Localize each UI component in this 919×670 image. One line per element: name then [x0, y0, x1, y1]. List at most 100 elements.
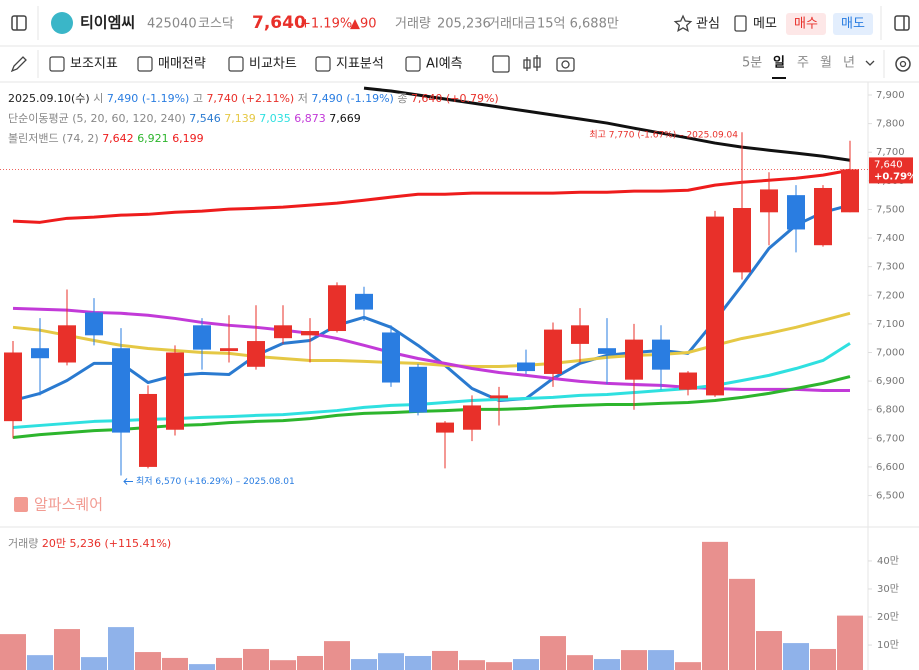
volume-info: 거래량 20만 5,236 (+115.41%) [8, 537, 171, 550]
tool-icon[interactable] [49, 56, 65, 72]
line-series [12, 306, 850, 393]
draw-tool[interactable] [10, 56, 27, 73]
period-button[interactable]: 월 [820, 56, 832, 71]
volume-bar [648, 650, 674, 670]
y-tick-label: 6,700 [876, 433, 905, 444]
candle-body [355, 293, 373, 310]
y-tick-label: 7,800 [876, 119, 905, 130]
memo-button[interactable]: 메모 [753, 17, 777, 32]
tool-icon[interactable] [137, 56, 153, 72]
volume-bar [459, 660, 485, 670]
layout-tool[interactable] [492, 55, 510, 73]
ma-value: 6,873 [294, 112, 326, 125]
ohlc-value: 7,740 [206, 92, 238, 105]
volume-bar [135, 652, 161, 670]
ohlc-value: 7,490 [107, 92, 139, 105]
volume-bar [756, 631, 782, 670]
volume-bar [432, 650, 458, 670]
low-annotation: 최저 6,570 (+16.29%) – 2025.08.01 [136, 476, 295, 487]
watch-button[interactable]: 관심 [696, 17, 720, 32]
tool-button[interactable]: 비교차트 [249, 57, 297, 72]
buy-button[interactable] [786, 13, 826, 35]
candle-body [814, 187, 832, 246]
period-button[interactable]: 5분 [742, 56, 762, 71]
tool-button[interactable]: 지표분석 [336, 57, 384, 72]
tool-button[interactable]: 매매전략 [158, 57, 206, 72]
tool-icon[interactable] [405, 56, 421, 72]
candle-body [31, 348, 49, 359]
volume-tick-label: 10만 [877, 639, 899, 651]
candle-body [787, 195, 805, 230]
market: 코스닥 [198, 17, 234, 32]
volume-bar [513, 659, 539, 670]
change-pct: +1.19% [300, 17, 352, 32]
line-series [12, 203, 851, 403]
y-tick-label: 7,500 [876, 204, 905, 215]
candle-body [760, 189, 778, 213]
candle-tool[interactable] [523, 55, 541, 71]
volume-bar [216, 657, 242, 670]
amount-label: 거래대금 [488, 17, 536, 32]
volume-info-label: 거래량 [8, 537, 38, 550]
y-tick-label: 7,000 [876, 347, 905, 358]
ma-params: (5, 20, 60, 120, 240) [72, 112, 186, 125]
ohlc-value: 7,490 [311, 92, 343, 105]
sell-label[interactable]: 매도 [841, 17, 865, 32]
volume-bar [189, 664, 215, 670]
candle-body [301, 331, 319, 336]
bb-params: (74, 2) [62, 132, 99, 145]
volume-bar [297, 655, 323, 670]
tool-button[interactable]: AI예측 [426, 57, 463, 72]
memo-icon[interactable] [734, 15, 747, 32]
volume-bar [621, 650, 647, 670]
last-price-change: +0.79% [874, 171, 917, 182]
stock-name: 티이엠씨 [80, 14, 135, 32]
tool-icon[interactable] [228, 56, 244, 72]
period-dropdown[interactable] [865, 60, 875, 66]
line-series [363, 86, 851, 162]
y-tick-label: 7,300 [876, 262, 905, 273]
capture-tool[interactable] [556, 57, 575, 72]
watch-icon[interactable] [673, 14, 693, 32]
volume-bar [675, 662, 701, 670]
high-annotation: 최고 7,770 (-1.67%) – 2025.09.04 [589, 130, 738, 141]
ma-label: 단순이동평균 [8, 112, 69, 125]
price-axis: 7,9007,8007,7007,6007,5007,4007,3007,200… [868, 90, 917, 651]
volume-bar [378, 653, 404, 670]
volume-bar [567, 655, 593, 670]
volume-bar [162, 657, 188, 670]
candle-body [733, 208, 751, 273]
ohlc-value: 7,640 [411, 92, 443, 105]
sidebar-toggle[interactable] [11, 15, 27, 31]
volume-bar [324, 641, 350, 670]
volume-info-value: 20만 5,236 (+115.41%) [42, 537, 171, 550]
buy-label[interactable]: 매수 [794, 17, 818, 32]
period-button[interactable]: 주 [797, 56, 809, 71]
amount: 15억 6,688만 [537, 17, 619, 32]
tool-icon[interactable] [315, 56, 331, 72]
candle-body [598, 348, 616, 354]
volume-bar [594, 659, 620, 670]
y-tick-label: 7,200 [876, 290, 905, 301]
y-tick-label: 7,100 [876, 319, 905, 330]
period-button[interactable]: 년 [843, 56, 855, 71]
y-tick-label: 6,800 [876, 405, 905, 416]
volume-tick-label: 30만 [877, 583, 899, 595]
bb-label: 볼린저밴드 [8, 132, 59, 145]
tool-button[interactable]: 보조지표 [70, 57, 118, 72]
volume-bar [783, 643, 809, 670]
volume-bar [702, 541, 728, 670]
settings[interactable] [895, 56, 911, 72]
line-series [12, 311, 851, 369]
candle-body [463, 405, 481, 430]
volume-bar [270, 660, 296, 670]
panel-toggle[interactable] [894, 15, 910, 31]
sell-button[interactable] [833, 13, 873, 35]
price-plot: 최고 7,770 (-1.67%) – 2025.09.04 최저 6,570 (… [0, 86, 868, 487]
ohlc-change: (+2.11%) [241, 92, 294, 105]
candle-body [679, 372, 697, 390]
period-button[interactable]: 일 [773, 56, 785, 71]
last-price: 7,640 [874, 159, 903, 170]
